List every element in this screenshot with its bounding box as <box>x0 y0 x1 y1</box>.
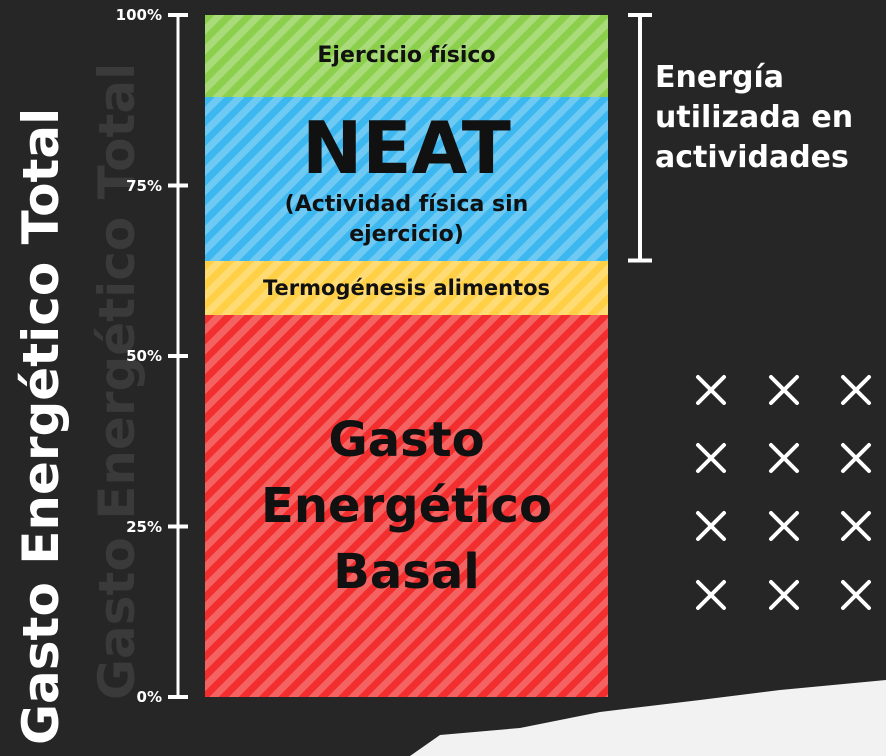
y-tick-label: 100% <box>115 6 162 24</box>
x-marks <box>696 375 871 610</box>
segment-label: NEAT <box>302 106 511 191</box>
y-tick-label: 75% <box>126 176 162 195</box>
segment-label: Gasto Energético Basal <box>261 412 552 601</box>
y-tick-label: 0% <box>136 688 162 706</box>
segment: Termogénesis alimentos <box>205 260 608 316</box>
annotation: Energía utilizada en actividades <box>655 60 854 175</box>
segment-label: Termogénesis alimentos <box>262 275 551 300</box>
chart-title: Gasto Energético Total <box>12 107 70 745</box>
y-tick-label: 25% <box>126 517 162 536</box>
segment-detail: (Actividad física sin ejercicio) <box>284 192 529 248</box>
segment: Ejercicio físico <box>205 15 608 97</box>
torn-paper <box>410 680 886 756</box>
bracket <box>628 13 652 263</box>
segment-label: Ejercicio físico <box>317 43 496 69</box>
y-tick-label: 50% <box>126 347 162 365</box>
segment: NEAT (Actividad física sin ejercicio) <box>205 96 608 261</box>
segment: Gasto Energético Basal <box>205 315 608 697</box>
title-shadow: Gasto Energético Total <box>88 62 146 700</box>
